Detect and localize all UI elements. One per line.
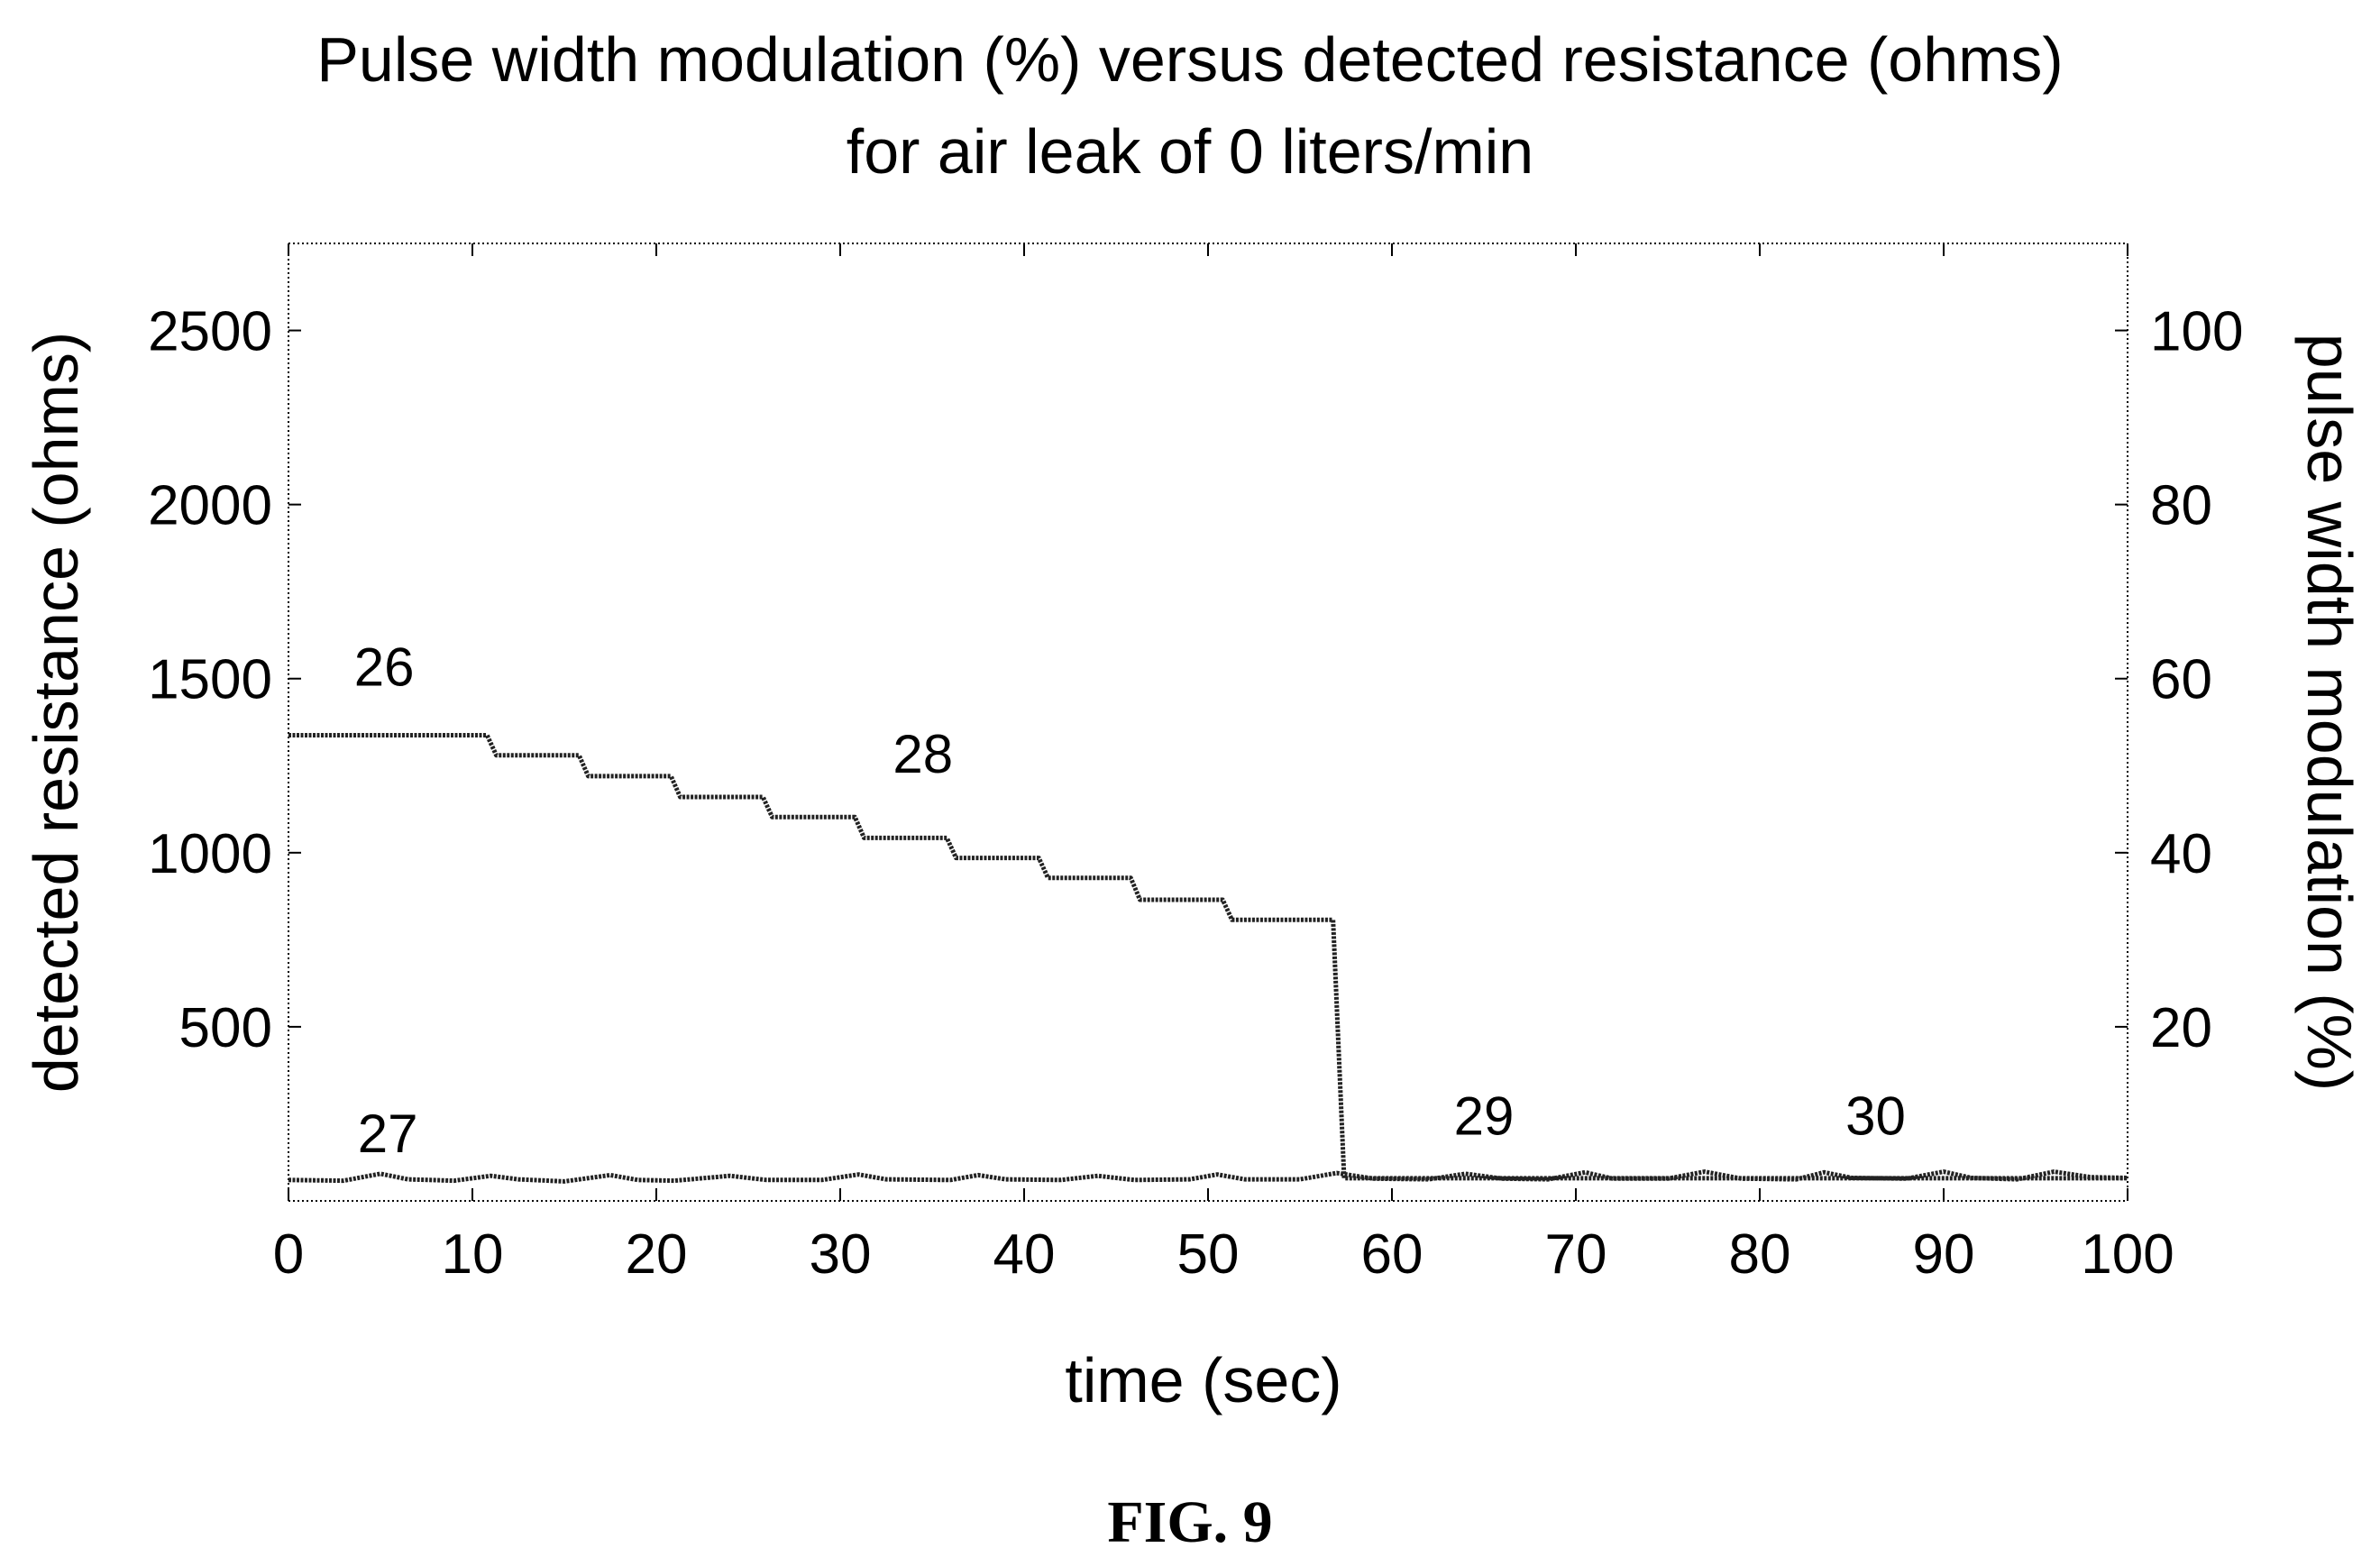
annotation-label: 29: [1454, 1086, 1515, 1147]
annotation-layer: 26 27 28 29 30: [354, 637, 1906, 1163]
left-axis-label: detected resistance (ohms): [21, 332, 91, 1093]
x-axis-ticks: 0 10 20 30 40 50 60 70 80 90 100: [273, 243, 2174, 1286]
figure-label: FIG. 9: [1107, 1489, 1272, 1555]
left-tick-label: 1000: [148, 823, 272, 885]
annotation-label: 30: [1845, 1086, 1906, 1147]
series-layer: [288, 733, 2128, 1184]
left-axis-ticks: 500 1000 1500 2000 2500: [148, 301, 301, 1059]
pwm-series-line: [288, 733, 2128, 1181]
annotation-label: 26: [354, 637, 415, 697]
chart-title-line-1: Pulse width modulation (%) versus detect…: [316, 24, 2064, 95]
x-tick-label: 40: [993, 1223, 1056, 1286]
x-tick-label: 90: [1913, 1223, 1975, 1286]
x-tick-label: 0: [273, 1223, 304, 1286]
x-tick-label: 100: [2081, 1223, 2174, 1286]
right-tick-label: 60: [2150, 649, 2212, 711]
annotation-label: 28: [892, 724, 953, 784]
right-tick-label: 40: [2150, 823, 2212, 885]
x-axis-label: time (sec): [1065, 1345, 1341, 1415]
x-tick-label: 50: [1177, 1223, 1240, 1286]
left-tick-label: 1500: [148, 649, 272, 711]
x-tick-label: 20: [626, 1223, 688, 1286]
resistance-series-line: [288, 1169, 2128, 1184]
chart-title-line-2: for air leak of 0 liters/min: [847, 116, 1533, 187]
right-tick-label: 100: [2150, 301, 2243, 363]
left-tick-label: 2000: [148, 475, 272, 537]
plot-frame: [288, 243, 2128, 1202]
right-tick-label: 20: [2150, 997, 2212, 1059]
right-tick-label: 80: [2150, 475, 2212, 537]
right-axis-label: pulse width modulation (%): [2294, 334, 2365, 1091]
x-tick-label: 60: [1361, 1223, 1423, 1286]
annotation-label: 27: [358, 1104, 418, 1164]
x-tick-label: 70: [1545, 1223, 1607, 1286]
left-tick-label: 2500: [148, 301, 272, 363]
x-tick-label: 10: [442, 1223, 504, 1286]
right-axis-ticks: 20 40 60 80 100: [2115, 301, 2243, 1059]
x-tick-label: 30: [810, 1223, 872, 1286]
x-tick-label: 80: [1729, 1223, 1791, 1286]
left-tick-label: 500: [179, 997, 272, 1059]
